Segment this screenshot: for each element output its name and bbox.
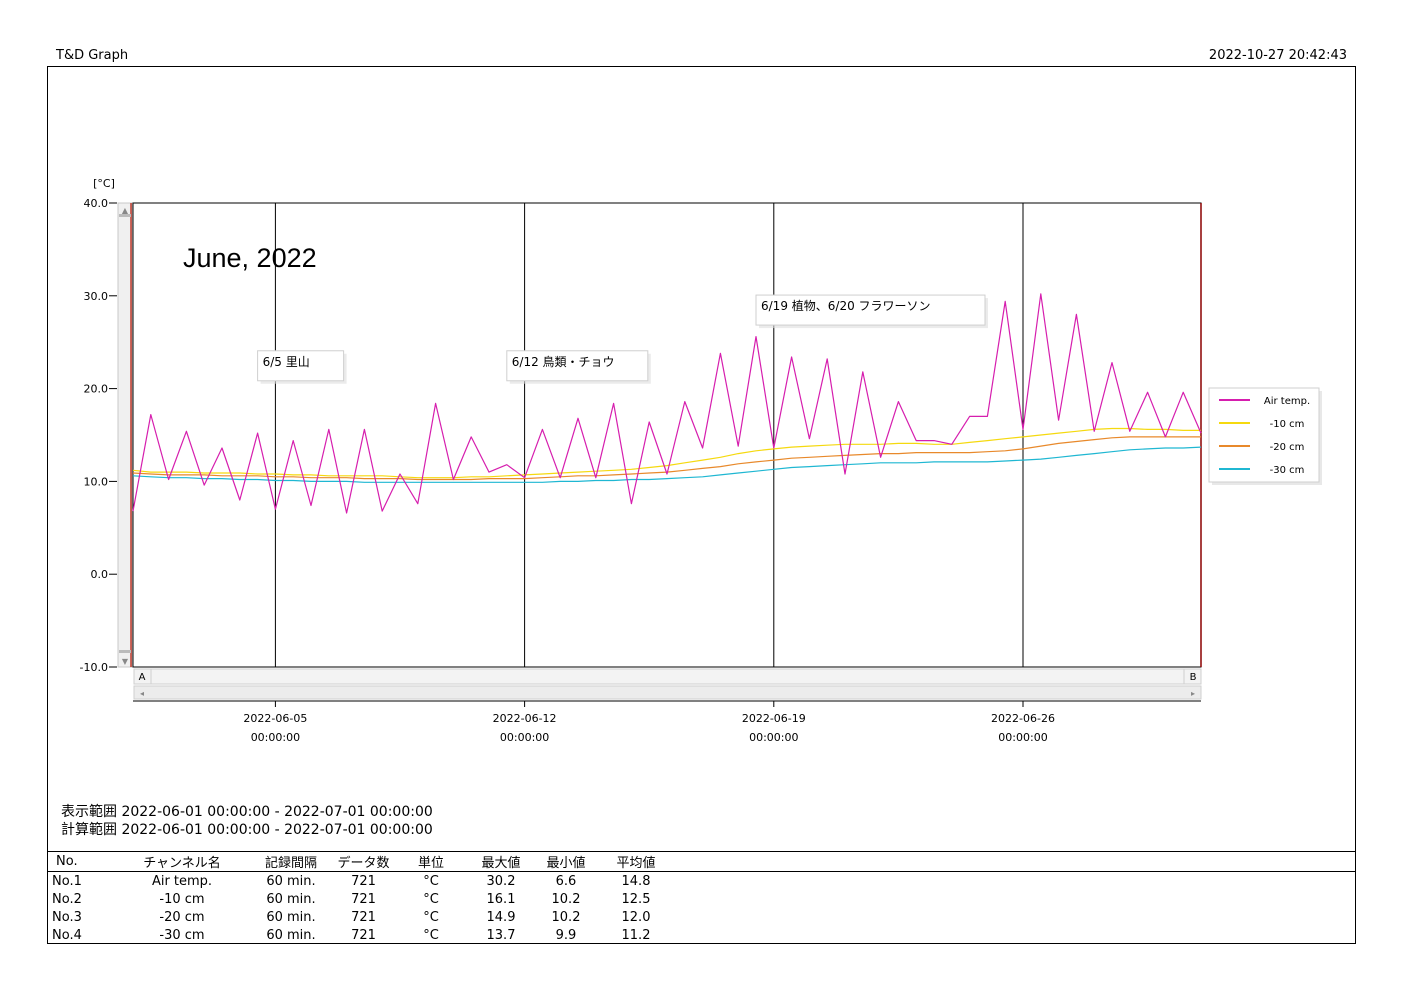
annotation-label: 6/12 鳥類・チョウ bbox=[506, 350, 651, 384]
table-row: No.4 -30 cm 60 min. 721 °C 13.7 9.9 11.2 bbox=[48, 926, 1355, 944]
stats-header-row: No. チャンネル名 記録間隔 データ数 単位 最大値 最小値 平均値 bbox=[48, 851, 1355, 872]
chart-title: June, 2022 bbox=[183, 243, 317, 273]
cell-count: 721 bbox=[351, 927, 376, 943]
cell-no: No.4 bbox=[52, 927, 82, 943]
legend-label: Air temp. bbox=[1264, 396, 1310, 407]
y-scrollbar[interactable]: ▲ ▼ bbox=[117, 202, 133, 668]
col-channel: チャンネル名 bbox=[118, 851, 246, 872]
table-row: No.2 -10 cm 60 min. 721 °C 16.1 10.2 12.… bbox=[48, 890, 1355, 908]
cell-min: 10.2 bbox=[551, 891, 581, 907]
x-tick-label: 2022-06-19 bbox=[742, 712, 806, 725]
cell-avg: 12.5 bbox=[621, 891, 651, 907]
x-tick-time: 00:00:00 bbox=[998, 731, 1047, 744]
cell-unit: °C bbox=[423, 927, 439, 943]
cursor-bar[interactable]: A B bbox=[133, 668, 1202, 685]
cell-avg: 11.2 bbox=[621, 927, 651, 943]
y-axis-unit: [°C] bbox=[93, 177, 115, 190]
legend-label: -10 cm bbox=[1270, 419, 1305, 430]
cell-no: No.3 bbox=[52, 909, 82, 925]
cell-min: 10.2 bbox=[551, 909, 581, 925]
calc-range: 計算範囲 2022-06-01 00:00:00 - 2022-07-01 00… bbox=[61, 822, 433, 838]
x-tick-time: 00:00:00 bbox=[749, 731, 798, 744]
x-tick-label: 2022-06-26 bbox=[991, 712, 1055, 725]
table-row: No.3 -20 cm 60 min. 721 °C 14.9 10.2 12.… bbox=[48, 908, 1355, 926]
cell-unit: °C bbox=[423, 873, 439, 889]
cell-channel: -30 cm bbox=[159, 927, 205, 943]
cell-unit: °C bbox=[423, 891, 439, 907]
y-tick-label: 20.0 bbox=[84, 383, 109, 396]
cell-count: 721 bbox=[351, 873, 376, 889]
cell-no: No.2 bbox=[52, 891, 82, 907]
cell-channel: -20 cm bbox=[159, 909, 205, 925]
cell-max: 13.7 bbox=[486, 927, 516, 943]
cell-max: 16.1 bbox=[486, 891, 516, 907]
x-tick-label: 2022-06-05 bbox=[243, 712, 307, 725]
cell-count: 721 bbox=[351, 891, 376, 907]
cell-channel: Air temp. bbox=[151, 873, 213, 889]
x-scrollbar[interactable]: ◂ ▸ bbox=[133, 685, 1202, 700]
cell-max: 30.2 bbox=[486, 873, 516, 889]
col-no: No. bbox=[48, 851, 118, 872]
cell-interval: 60 min. bbox=[266, 927, 316, 943]
cell-max: 14.9 bbox=[486, 909, 516, 925]
cell-min: 6.6 bbox=[555, 873, 577, 889]
series-line-air-temp bbox=[132, 293, 1202, 514]
cursor-a-label[interactable]: A bbox=[139, 672, 146, 683]
cell-interval: 60 min. bbox=[266, 909, 316, 925]
y-tick-label: 10.0 bbox=[84, 475, 109, 488]
svg-text:▲: ▲ bbox=[122, 206, 129, 215]
cell-interval: 60 min. bbox=[266, 891, 316, 907]
print-timestamp: 2022-10-27 20:42:43 bbox=[1208, 48, 1347, 63]
y-tick-label: 40.0 bbox=[84, 197, 109, 210]
series-line-10-cm bbox=[132, 427, 1201, 479]
cell-min: 9.9 bbox=[555, 927, 577, 943]
col-interval: 記録間隔 bbox=[246, 851, 336, 872]
y-tick-label: 0.0 bbox=[91, 568, 109, 581]
x-tick-time: 00:00:00 bbox=[251, 731, 300, 744]
x-tick-time: 00:00:00 bbox=[500, 731, 549, 744]
table-row: No.1 Air temp. 60 min. 721 °C 30.2 6.6 1… bbox=[48, 872, 1355, 891]
series-line-30-cm bbox=[132, 446, 1202, 483]
legend: Air temp. -10 cm -20 cm -30 cm bbox=[1208, 387, 1322, 485]
annotation-text: 6/12 鳥類・チョウ bbox=[512, 354, 615, 369]
cell-avg: 14.8 bbox=[621, 873, 651, 889]
cursor-b-label[interactable]: B bbox=[1190, 672, 1197, 683]
cell-interval: 60 min. bbox=[266, 873, 316, 889]
legend-label: -20 cm bbox=[1270, 442, 1305, 453]
annotation-text: 6/19 植物、6/20 フラワーソン bbox=[761, 298, 931, 313]
y-tick-label: -10.0 bbox=[80, 661, 108, 674]
x-tick-label: 2022-06-12 bbox=[493, 712, 557, 725]
col-avg: 平均値 bbox=[601, 851, 671, 872]
report-frame bbox=[47, 66, 1356, 944]
annotation-label: 6/19 植物、6/20 フラワーソン bbox=[755, 294, 988, 329]
col-min: 最小値 bbox=[531, 851, 601, 872]
svg-text:▼: ▼ bbox=[122, 657, 129, 666]
col-unit: 単位 bbox=[391, 851, 471, 872]
annotation-text: 6/5 里山 bbox=[263, 355, 310, 369]
stats-table: No. チャンネル名 記録間隔 データ数 単位 最大値 最小値 平均値 No.1… bbox=[48, 851, 1355, 944]
cell-channel: -10 cm bbox=[159, 891, 205, 907]
app-title: T&D Graph bbox=[56, 48, 129, 63]
y-tick-label: 30.0 bbox=[84, 290, 109, 303]
display-range: 表示範囲 2022-06-01 00:00:00 - 2022-07-01 00… bbox=[61, 804, 433, 820]
col-count: データ数 bbox=[336, 851, 391, 872]
cell-unit: °C bbox=[423, 909, 439, 925]
cell-count: 721 bbox=[351, 909, 376, 925]
col-max: 最大値 bbox=[471, 851, 531, 872]
cell-no: No.1 bbox=[52, 873, 82, 889]
svg-text:◂: ◂ bbox=[140, 689, 144, 698]
cell-avg: 12.0 bbox=[621, 909, 651, 925]
annotation-label: 6/5 里山 bbox=[257, 350, 347, 384]
legend-label: -30 cm bbox=[1270, 465, 1305, 476]
svg-text:▸: ▸ bbox=[1191, 689, 1195, 698]
